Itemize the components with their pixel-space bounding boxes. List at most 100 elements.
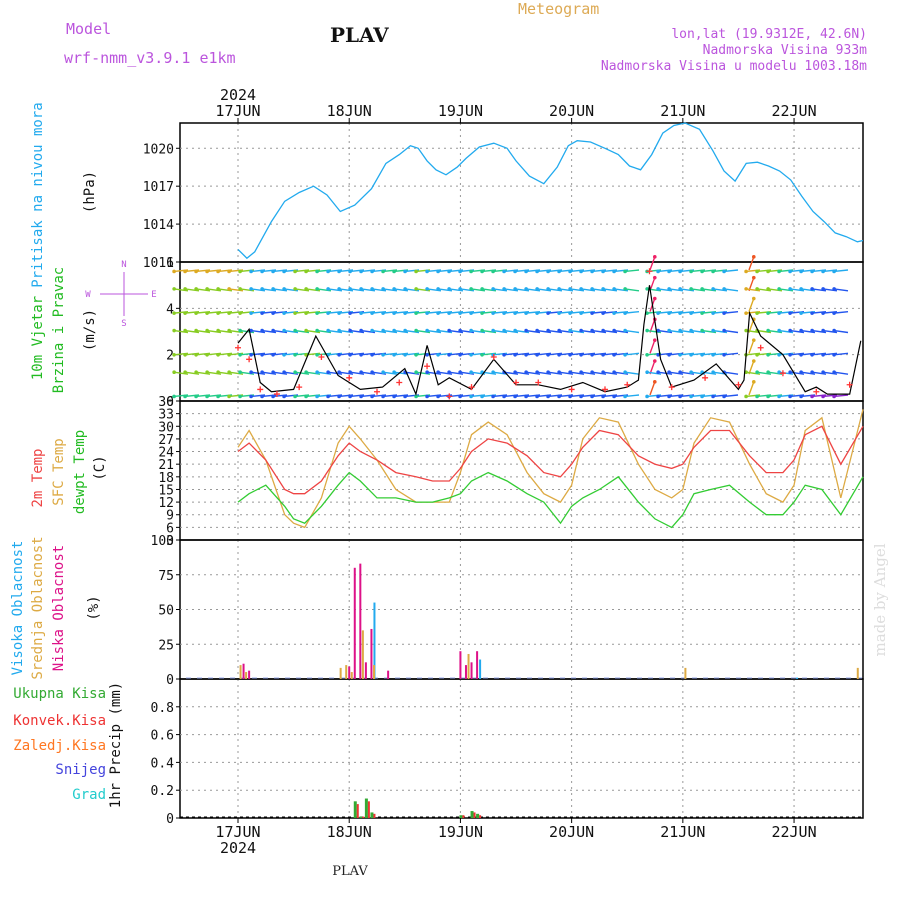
wind-arrow-head bbox=[238, 311, 242, 315]
bottom-date-label: 17JUN bbox=[215, 823, 260, 841]
wind-gust-marker bbox=[568, 386, 575, 393]
wind-arrow-head bbox=[436, 287, 440, 291]
wind-arrow bbox=[834, 310, 849, 314]
wind-arrow-head bbox=[293, 287, 297, 291]
wind-arrow-head bbox=[414, 328, 418, 333]
wind-arrow-head bbox=[766, 352, 770, 357]
wind-arrow bbox=[649, 319, 656, 333]
ytick-label: 0.2 bbox=[151, 784, 174, 799]
wind-arrow-head bbox=[238, 328, 242, 333]
wind-arrow-head bbox=[436, 328, 440, 333]
wind-arrow-head bbox=[788, 328, 792, 333]
wind-arrow-head bbox=[425, 311, 429, 315]
wind-arrow-head bbox=[392, 370, 396, 375]
wind-arrow-head bbox=[381, 269, 385, 274]
wind-arrow-head bbox=[788, 352, 792, 357]
wind-arrow-head bbox=[414, 311, 418, 315]
wind-gust-marker bbox=[235, 344, 241, 351]
cloud-mid-bar bbox=[856, 667, 859, 679]
wind-arrow-head bbox=[469, 269, 473, 274]
wind-arrow-head bbox=[810, 328, 814, 333]
wind-arrow-head bbox=[612, 370, 616, 375]
bottom-date-label: 20JUN bbox=[549, 823, 594, 841]
wind-arrow-head bbox=[315, 311, 319, 315]
wind-arrow-head bbox=[568, 352, 572, 357]
wind-gust-marker bbox=[735, 381, 742, 388]
wind-arrow-head bbox=[513, 287, 517, 291]
wind-arrow-head bbox=[425, 370, 429, 375]
bottom-date-label: 22JUN bbox=[771, 823, 816, 841]
wind-arrow-head bbox=[557, 311, 561, 315]
wind-arrow-head bbox=[601, 394, 605, 399]
wind-arrow-head bbox=[436, 370, 440, 375]
wind-arrow bbox=[649, 256, 656, 271]
cloud-low-bar bbox=[359, 563, 362, 679]
wind-arrow-head bbox=[524, 311, 528, 315]
compass-w: W bbox=[85, 290, 91, 300]
wind-gust-marker bbox=[846, 381, 853, 388]
wind-arrow-head bbox=[392, 352, 396, 357]
wind-arrow-head bbox=[645, 352, 649, 357]
wind-arrow-head bbox=[546, 269, 550, 274]
wind-arrow bbox=[724, 310, 739, 314]
wind-arrow-head bbox=[799, 287, 803, 291]
wind-arrow-head bbox=[480, 311, 484, 315]
wind-arrow-head bbox=[480, 394, 484, 399]
wind-arrow-head bbox=[227, 269, 231, 274]
wind-arrow-head bbox=[832, 394, 836, 399]
wind-arrow bbox=[834, 269, 849, 273]
wind-arrow-head bbox=[623, 394, 627, 399]
wind-arrow-head bbox=[216, 311, 220, 315]
wind-arrow-head bbox=[722, 287, 726, 291]
wind-arrow-head bbox=[282, 269, 286, 274]
pressure-ylabel: Pritisak na nivou mora bbox=[30, 102, 46, 287]
cloud-mid-bar bbox=[467, 653, 470, 679]
wind-arrow-head bbox=[194, 287, 198, 291]
wind-unit: (m/s) bbox=[82, 309, 98, 351]
wind-gust-marker bbox=[468, 384, 475, 391]
wind-arrow-head bbox=[744, 287, 748, 291]
wind-arrow-head bbox=[751, 296, 756, 301]
wind-arrow-head bbox=[315, 269, 319, 274]
wind-arrow-head bbox=[810, 311, 814, 315]
wind-arrow-head bbox=[293, 352, 297, 357]
wind-arrow-head bbox=[480, 269, 484, 274]
model-elevation-text: Nadmorska Visina u modelu 1003.18m bbox=[601, 59, 867, 74]
wind-arrow-head bbox=[227, 394, 231, 399]
wind-arrow-head bbox=[656, 394, 660, 399]
wind-arrow-head bbox=[700, 287, 704, 291]
wind-arrow-head bbox=[744, 328, 748, 333]
wind-arrow-head bbox=[238, 394, 242, 399]
wind-arrow-head bbox=[194, 328, 198, 333]
wind-arrow-head bbox=[667, 370, 671, 375]
panel-4 bbox=[179, 678, 864, 819]
wind-arrow-head bbox=[249, 311, 253, 315]
wind-arrow-head bbox=[755, 370, 759, 375]
wind-arrow-head bbox=[744, 311, 748, 315]
wind-arrow-head bbox=[788, 287, 792, 291]
wind-arrow-head bbox=[799, 394, 803, 399]
wind-arrow-head bbox=[535, 287, 539, 291]
wind-arrow-head bbox=[810, 287, 814, 291]
wind-arrow-head bbox=[546, 394, 550, 399]
wind-arrow bbox=[724, 269, 739, 273]
wind-arrow-head bbox=[238, 370, 242, 375]
cloud-mid-bar bbox=[350, 672, 353, 679]
cloud-mid-bar bbox=[684, 667, 687, 679]
wind-arrow-head bbox=[216, 328, 220, 333]
wind-arrow bbox=[834, 352, 849, 356]
wind-arrow-head bbox=[282, 394, 286, 399]
wind-arrow-head bbox=[260, 394, 264, 399]
wind-arrow-head bbox=[194, 370, 198, 375]
wind-arrow-head bbox=[535, 311, 539, 315]
wind-arrow-head bbox=[700, 311, 704, 315]
wind-arrow-head bbox=[502, 269, 506, 274]
wind-arrow-head bbox=[722, 352, 726, 357]
cloud-high-bar bbox=[373, 602, 376, 679]
legend-hail: Grad bbox=[72, 787, 106, 803]
wind-arrow-head bbox=[590, 311, 594, 315]
wind-gust-marker bbox=[601, 386, 608, 393]
cloud-high-bar bbox=[479, 659, 482, 679]
wind-arrow-head bbox=[689, 370, 693, 375]
wind-arrow-head bbox=[678, 352, 682, 357]
